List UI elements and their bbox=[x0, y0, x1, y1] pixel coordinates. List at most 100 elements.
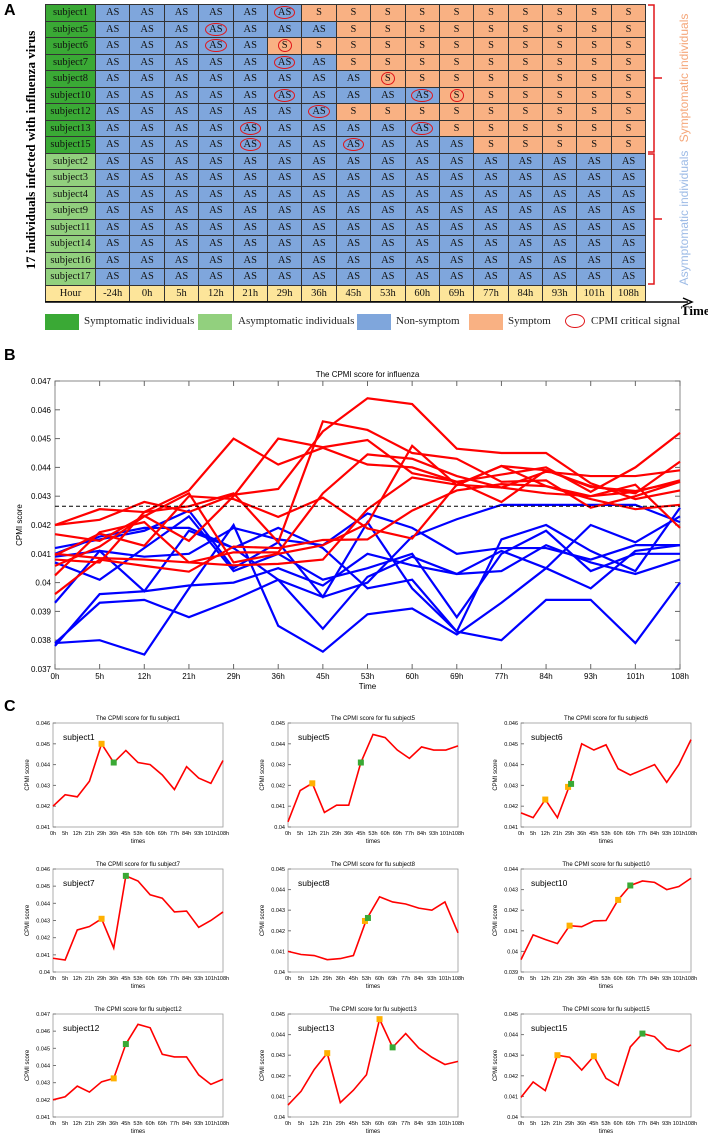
critical-signal-marker: S bbox=[277, 39, 292, 53]
symptom-cell: S bbox=[438, 20, 475, 38]
subplot-title: The CPMI score for flu subject7 bbox=[96, 862, 181, 868]
hour-cell: 12h bbox=[198, 284, 234, 302]
y-tick-label: 0.043 bbox=[504, 783, 518, 789]
symptom-cell: S bbox=[335, 4, 372, 22]
x-tick-label: 84h bbox=[414, 1121, 423, 1127]
y-tick-label: 0.038 bbox=[31, 636, 52, 645]
x-tick-label: 29h bbox=[97, 1121, 106, 1127]
x-tick-label: 0h bbox=[518, 831, 524, 837]
legend-swatch bbox=[565, 314, 585, 328]
non-symptom-cell: AS bbox=[542, 268, 578, 286]
symptom-cell: S bbox=[610, 20, 647, 38]
x-axis-label: times bbox=[599, 839, 613, 845]
non-symptom-cell: AS bbox=[94, 20, 131, 38]
non-symptom-cell: AS bbox=[232, 20, 268, 38]
legend-label: Symptomatic individuals bbox=[84, 315, 195, 327]
non-symptom-cell: AS bbox=[94, 218, 131, 236]
x-tick-label: 77h bbox=[638, 976, 647, 982]
onset-point-marker bbox=[389, 1044, 396, 1051]
x-tick-label: 12h bbox=[541, 1121, 550, 1127]
table-row: subject2 AS AS AS AS AS AS AS AS AS AS AS AS AS AS AS AS bbox=[45, 152, 647, 170]
subject-label: subject13 bbox=[45, 119, 96, 137]
subject-series-line bbox=[520, 877, 692, 960]
subplot-title: The CPMI score for flu subject15 bbox=[562, 1007, 650, 1013]
onset-point-marker bbox=[639, 1030, 646, 1037]
non-symptom-cell: AS bbox=[232, 103, 268, 121]
y-tick-label: 0.043 bbox=[271, 763, 285, 769]
symptom-cell: S bbox=[507, 4, 544, 22]
critical-signal-marker: AS bbox=[411, 88, 433, 102]
symptom-cell: S bbox=[335, 20, 372, 38]
symptom-cell: S bbox=[473, 136, 509, 154]
x-tick-label: 29h bbox=[565, 1121, 574, 1127]
non-symptom-cell: AS bbox=[301, 268, 337, 286]
x-axis-label: times bbox=[131, 839, 145, 845]
non-symptom-cell: AS bbox=[404, 136, 440, 154]
subplot-subject-label: subject1 bbox=[63, 732, 95, 742]
symptom-cell: S bbox=[542, 4, 578, 22]
subplot-subject-label: subject10 bbox=[531, 878, 568, 888]
x-tick-label: 60h bbox=[614, 831, 623, 837]
x-tick-label: 101h bbox=[673, 1121, 685, 1127]
non-symptom-cell: AS bbox=[610, 268, 647, 286]
symptom-cell: S bbox=[438, 119, 475, 137]
hour-cell: 60h bbox=[404, 284, 440, 302]
x-tick-label: 12h bbox=[73, 976, 82, 982]
hour-cell: -24h bbox=[94, 284, 131, 302]
x-tick-label: 12h bbox=[138, 672, 151, 681]
non-symptom-cell: AS bbox=[129, 86, 165, 104]
y-tick-label: 0.044 bbox=[36, 763, 50, 769]
x-tick-label: 77h bbox=[170, 1121, 179, 1127]
non-symptom-cell: AS bbox=[507, 218, 544, 236]
non-symptom-cell: AS bbox=[507, 235, 544, 253]
legend-label: Asymptomatic individuals bbox=[238, 315, 355, 327]
x-tick-label: 53h bbox=[601, 976, 610, 982]
x-tick-label: 5h bbox=[530, 1121, 536, 1127]
subplot-title: The CPMI score for flu subject13 bbox=[329, 1007, 417, 1013]
asymptomatic-series-line bbox=[54, 515, 681, 631]
subplot-title: The CPMI score for flu subject8 bbox=[331, 862, 416, 868]
y-tick-label: 0.041 bbox=[271, 1094, 285, 1100]
y-tick-label: 0.043 bbox=[36, 783, 50, 789]
subject-series-line bbox=[287, 895, 459, 961]
non-symptom-cell: AS bbox=[404, 185, 440, 203]
legend-swatch bbox=[198, 314, 232, 330]
x-tick-label: 45h bbox=[589, 976, 598, 982]
onset-point-marker bbox=[110, 759, 117, 766]
x-tick-label: 0h bbox=[518, 1121, 524, 1127]
non-symptom-cell: AS bbox=[301, 202, 337, 220]
x-tick-label: 69h bbox=[450, 672, 463, 681]
x-tick-label: 29h bbox=[97, 831, 106, 837]
y-tick-label: 0.041 bbox=[504, 1094, 518, 1100]
symptomatic-series-line-subject13 bbox=[54, 444, 681, 567]
table-row: subject5 AS AS AS AS AS AS AS S S S S S S S S S bbox=[45, 20, 647, 38]
y-tick-label: 0.041 bbox=[504, 929, 518, 935]
non-symptom-cell: AS bbox=[576, 218, 612, 236]
non-symptom-cell: AS bbox=[198, 103, 234, 121]
x-tick-label: 5h bbox=[62, 831, 68, 837]
table-row: subject11 AS AS AS AS AS AS AS AS AS AS AS AS AS AS AS A… bbox=[45, 218, 647, 236]
non-symptom-cell: AS bbox=[473, 169, 509, 187]
y-tick-label: 0.042 bbox=[31, 521, 52, 530]
non-symptom-cell: AS bbox=[370, 202, 406, 220]
x-tick-label: 21h bbox=[553, 831, 562, 837]
symptom-cell: S bbox=[473, 70, 509, 88]
subject-series-line bbox=[287, 733, 459, 823]
x-tick-label: 5h bbox=[530, 831, 536, 837]
subject-label: subject7 bbox=[45, 53, 96, 71]
y-axis-label: CPMI score bbox=[260, 1049, 266, 1081]
y-axis-label: CPMI score bbox=[260, 904, 266, 936]
symptomatic-series-line-subject15 bbox=[54, 464, 681, 557]
symptom-cell: S bbox=[507, 70, 544, 88]
x-tick-label: 29h bbox=[336, 1121, 345, 1127]
subject-label: subject5 bbox=[45, 20, 96, 38]
symptom-cell: S bbox=[507, 53, 544, 71]
non-symptom-cell: AS bbox=[610, 251, 647, 269]
y-tick-label: 0.042 bbox=[36, 936, 50, 942]
x-tick-label: 5h bbox=[530, 976, 536, 982]
non-symptom-cell: AS bbox=[232, 202, 268, 220]
symptom-cell: S bbox=[266, 37, 303, 55]
hour-cell: 45h bbox=[335, 284, 372, 302]
x-tick-label: 12h bbox=[73, 831, 82, 837]
